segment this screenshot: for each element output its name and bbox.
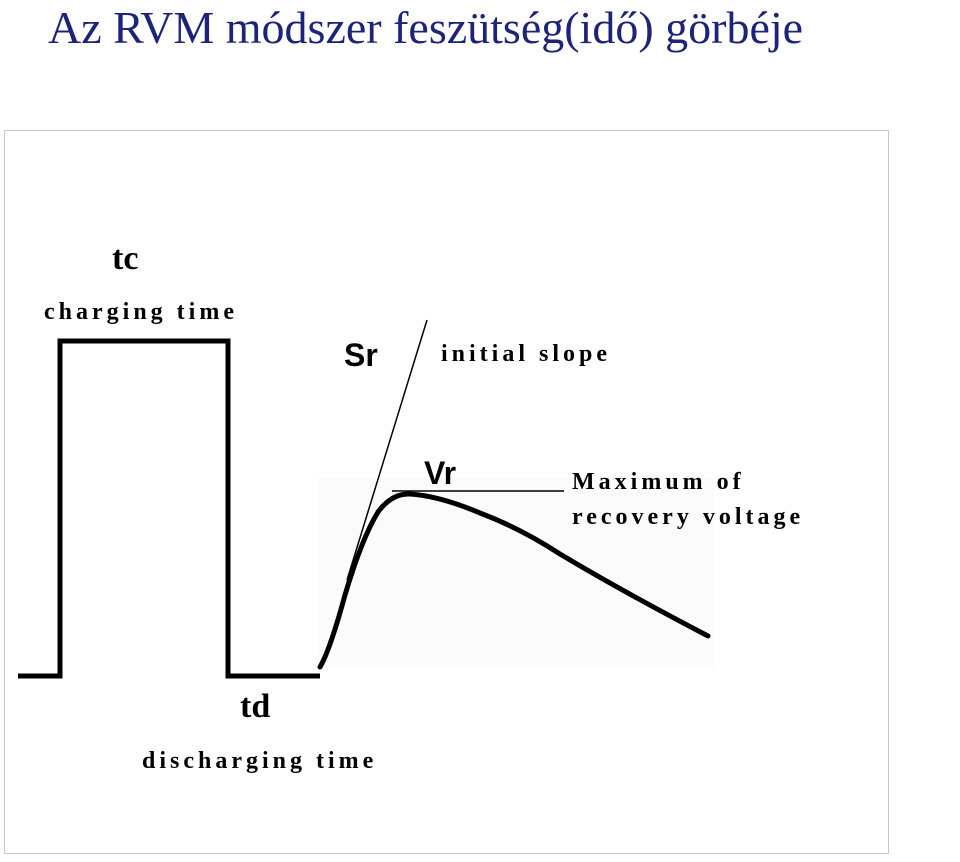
max-recovery-label-line1: Maximum of — [572, 469, 745, 495]
slide-title: Az RVM módszer feszütség(idő) görbéje — [48, 2, 804, 53]
max-recovery-label-line2: recovery voltage — [572, 504, 805, 530]
vr-label: Vr — [424, 455, 457, 491]
initial-slope-label: initial slope — [441, 341, 612, 367]
initial-slope-line — [346, 319, 428, 581]
sr-label: Sr — [344, 337, 378, 373]
recovery-voltage-curve — [317, 491, 711, 670]
td-label: td — [240, 688, 271, 725]
discharging-time-label: discharging time — [142, 748, 378, 774]
tc-label: tc — [112, 240, 139, 277]
charging-time-label: charging time — [44, 299, 238, 325]
curve-background — [318, 478, 714, 668]
diagram-frame — [4, 130, 889, 854]
charging-pulse — [18, 338, 320, 679]
